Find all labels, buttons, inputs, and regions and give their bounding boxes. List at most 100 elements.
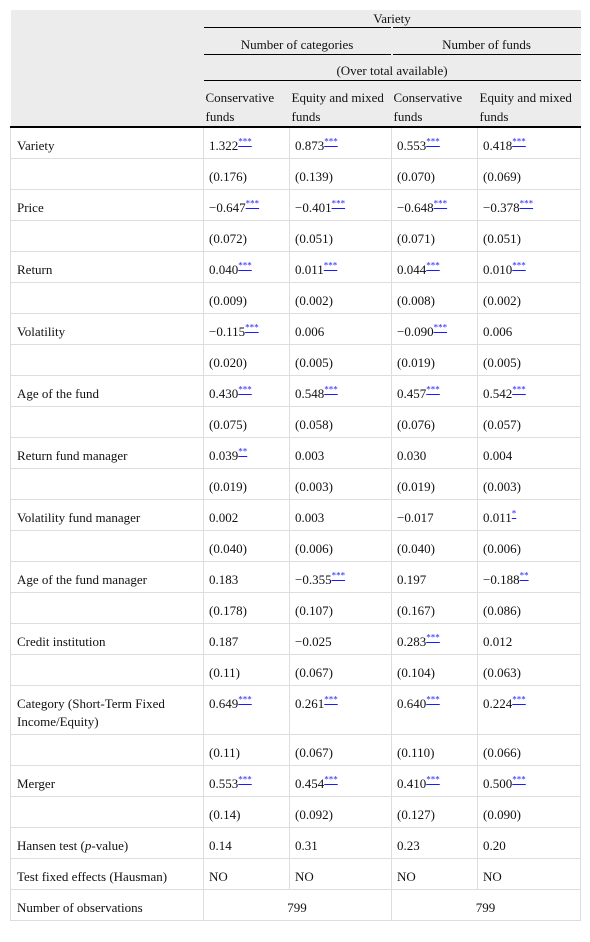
cell-value: (0.167) [397,603,435,618]
value-cell: (0.002) [476,282,582,314]
value-cell: 0.20 [476,827,582,859]
cell-value: (0.057) [483,417,521,432]
significance-link[interactable]: *** [324,694,338,705]
value-cell: (0.019) [391,344,478,376]
significance-link[interactable]: *** [245,198,260,209]
significance-link[interactable]: *** [512,260,526,271]
value-cell: (0.070) [391,158,478,190]
label-text: Test fixed effects (Hausman) [17,869,168,884]
significance-link[interactable]: *** [324,384,338,395]
label-text: Return [17,262,53,277]
value-cell: 0.006 [476,313,582,345]
table-row: Return fund manager 0.039** 0.003 0.030 0.00… [10,437,582,469]
significance-link[interactable]: *** [331,570,346,581]
value-cell: (0.063) [476,654,582,686]
significance-link[interactable]: *** [433,198,448,209]
value-cell: 0.224*** [476,685,582,735]
row-label: Category (Short-Term Fixed Income/Equity… [10,685,204,735]
value-cell: (0.009) [203,282,290,314]
row-label: Hansen test (p-value) [10,827,204,859]
table-row: (0.11) (0.067) (0.110) (0.066) [10,734,582,766]
cell-value: 0.003 [295,510,325,525]
significance-link[interactable]: * [511,508,517,519]
label-text: Volatility [17,324,66,339]
table-row: (0.075) (0.058) (0.076) (0.057) [10,406,582,438]
value-cell: (0.002) [289,282,392,314]
column-header: Conservative funds [391,80,478,128]
cell-value: −0.648 [397,200,434,215]
significance-link[interactable]: *** [426,260,440,271]
cell-value: 0.187 [209,634,239,649]
significance-link[interactable]: *** [426,694,440,705]
significance-link[interactable]: *** [331,198,346,209]
significance-link[interactable]: *** [512,384,526,395]
label-part: -value) [91,838,129,853]
significance-link[interactable]: *** [426,774,440,785]
significance-link[interactable]: *** [519,198,534,209]
significance-link[interactable]: ** [519,570,529,581]
table-row: (0.178) (0.107) (0.167) (0.086) [10,592,582,624]
cell-value: 0.553 [209,776,239,791]
significance-link[interactable]: *** [238,260,252,271]
significance-link[interactable]: *** [512,136,526,147]
value-cell: (0.110) [391,734,478,766]
value-cell: (0.051) [289,220,392,252]
significance-link[interactable]: *** [324,136,338,147]
cell-value: 0.649 [209,696,239,711]
value-cell: 0.011*** [289,251,392,283]
significance-link[interactable]: *** [426,136,440,147]
cell-value: −0.025 [295,634,332,649]
cell-value: −0.090 [397,324,434,339]
significance-link[interactable]: *** [238,774,252,785]
value-cell: 0.457*** [391,375,478,407]
significance-link[interactable]: *** [245,322,259,333]
value-cell: (0.003) [476,468,582,500]
cell-value: (0.058) [295,417,333,432]
cell-value: 0.004 [483,448,513,463]
value-cell: 0.011* [476,499,582,531]
row-label: Return [10,251,204,283]
table-row: Volatility fund manager 0.002 0.003 −0.017 0… [10,499,582,531]
cell-value: (0.11) [209,745,240,760]
label-text: Age of the fund [17,386,99,401]
value-cell: (0.139) [289,158,392,190]
significance-link[interactable]: *** [512,774,526,785]
cell-value: (0.110) [397,745,435,760]
value-cell: 0.187 [203,623,290,655]
value-cell: 0.002 [203,499,290,531]
row-label: Variety [10,126,204,159]
cell-value: 0.23 [397,838,420,853]
table-row: Age of the fund manager 0.183 −0.355*** 0.1… [10,561,582,593]
value-cell: −0.355*** [289,561,392,593]
value-cell: 0.548*** [289,375,392,407]
significance-link[interactable]: *** [426,384,440,395]
row-label: Return fund manager [10,437,204,469]
cell-value: 0.14 [209,838,232,853]
value-cell: 0.454*** [289,765,392,797]
cell-value: (0.003) [295,479,333,494]
significance-link[interactable]: *** [238,694,252,705]
cell-value: (0.002) [295,293,333,308]
label-part: p [84,838,92,853]
cell-value: (0.092) [295,807,333,822]
value-cell: (0.005) [476,344,582,376]
cell-value: 0.039 [209,448,239,463]
significance-link[interactable]: *** [512,694,526,705]
cell-value: 0.224 [483,696,513,711]
significance-link[interactable]: *** [238,384,252,395]
cell-value: 0.006 [483,324,513,339]
significance-link[interactable]: *** [426,632,440,643]
cell-value: (0.066) [483,745,521,760]
cell-value: (0.075) [209,417,247,432]
cell-value: 0.040 [209,262,239,277]
cell-value: (0.14) [209,807,241,822]
value-cell: 0.500*** [476,765,582,797]
significance-link[interactable]: *** [324,774,338,785]
significance-link[interactable]: ** [238,446,248,457]
cell-value: 0.410 [397,776,427,791]
value-cell: (0.090) [476,796,582,828]
significance-link[interactable]: *** [323,260,338,271]
significance-link[interactable]: *** [433,322,448,333]
significance-link[interactable]: *** [238,136,252,147]
row-label: Age of the fund manager [10,561,204,593]
